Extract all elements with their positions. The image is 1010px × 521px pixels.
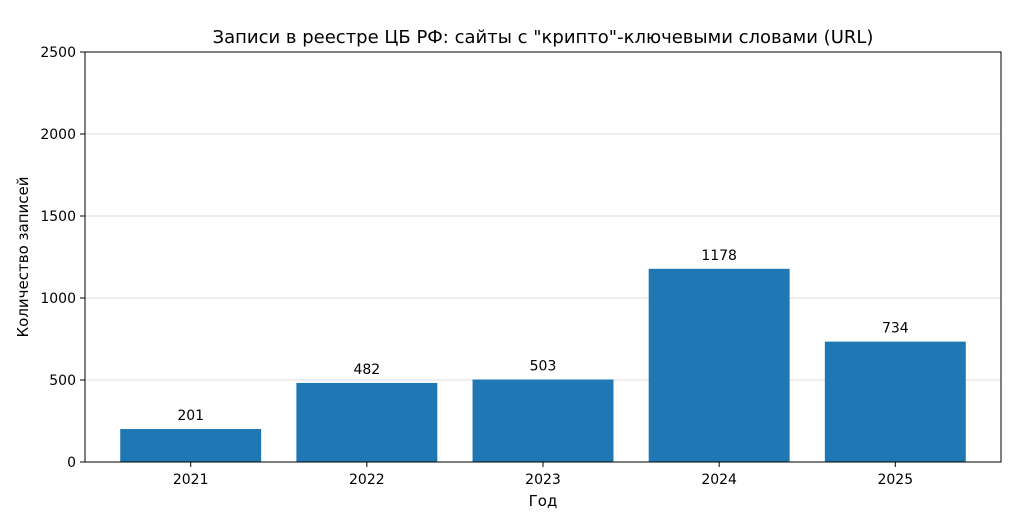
bar-2024	[648, 268, 790, 462]
bars	[120, 268, 966, 462]
y-tick-label: 1500	[40, 209, 76, 225]
chart-title: Записи в реестре ЦБ РФ: сайты с "крипто"…	[213, 27, 874, 48]
data-label-2021: 201	[177, 408, 204, 424]
axis-ticks: 0 500 1000 1500 2000 2500 2021 2022 2023 2024 2025	[40, 45, 913, 488]
x-tick-label-2023: 2023	[525, 472, 561, 488]
x-axis-label: Год	[529, 492, 558, 510]
data-labels: 201 482 503 1178 734	[177, 248, 908, 424]
y-tick-label: 2500	[40, 45, 76, 61]
data-label-2025: 734	[882, 321, 909, 337]
bar-2021	[120, 429, 262, 462]
x-tick-label-2022: 2022	[349, 472, 385, 488]
data-label-2023: 503	[530, 359, 557, 375]
y-axis-label: Количество записей	[14, 177, 32, 338]
y-tick-label: 500	[49, 373, 76, 389]
x-tick-label-2024: 2024	[701, 472, 737, 488]
plot-frame	[84, 51, 1002, 463]
x-tick-label-2021: 2021	[173, 472, 209, 488]
bar-2022	[296, 382, 438, 462]
data-label-2022: 482	[353, 362, 380, 378]
data-label-2024: 1178	[701, 248, 737, 264]
bar-2023	[472, 379, 614, 462]
bar-2025	[824, 341, 966, 462]
y-tick-label: 0	[67, 455, 76, 471]
x-tick-label-2025: 2025	[877, 472, 913, 488]
y-tick-label: 2000	[40, 127, 76, 143]
y-tick-label: 1000	[40, 291, 76, 307]
